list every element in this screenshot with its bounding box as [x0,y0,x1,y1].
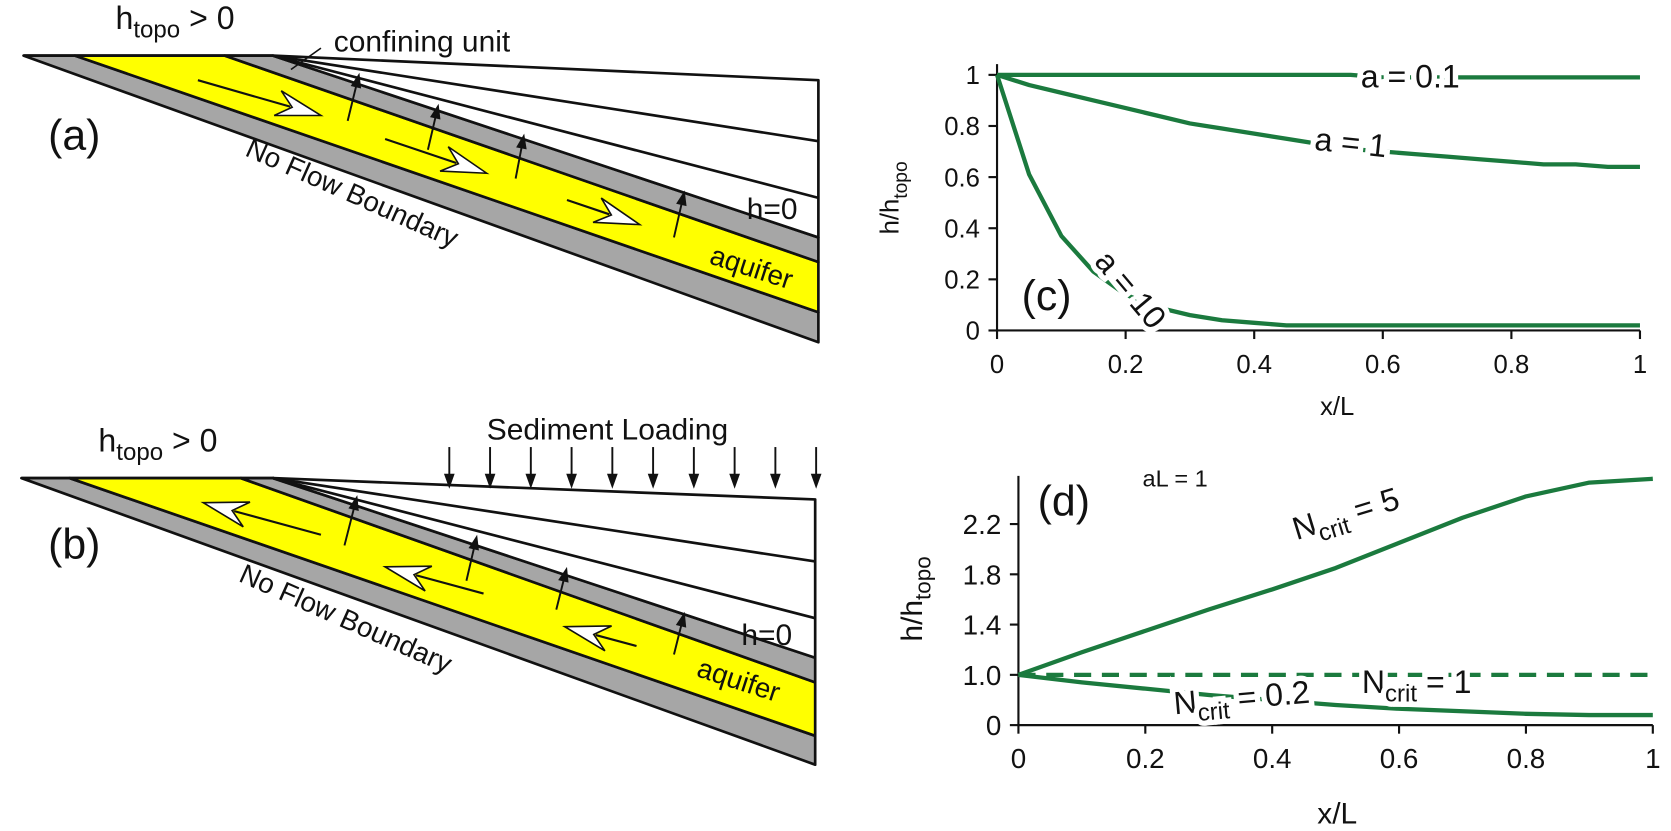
x-tick-label: 0.4 [1236,351,1272,379]
y-tick-label: 0.6 [944,164,980,192]
flow-arrow-shaft [233,510,322,536]
x-tick-label: 1 [1645,743,1660,774]
leak-arrow-head [688,473,700,489]
x-tick-label: 0.2 [1126,743,1165,774]
layer-line [272,476,816,563]
leak-arrow-head [525,473,537,489]
leak-arrow-head [675,611,687,628]
x-tick-label: 0 [1011,743,1026,774]
upper-wedge [271,54,820,239]
panel-label: (a) [48,112,100,160]
flow-arrow-shaft [566,198,610,216]
leak-arrow-shaft [346,80,359,122]
leak-arrow-head [443,473,455,489]
x-axis-label: x/L [1317,798,1357,831]
series-label: a = 10 [1088,243,1174,335]
chart: 0 1.0 1.4 1.8 2.2 0 0.2 0.4 0.6 0.8 1 x/L h/htopo Ncr… [896,466,1660,831]
flow-arrow-shaft [415,574,484,595]
flow-arrow-head [562,625,612,652]
y-tick-label: 0.4 [944,215,980,243]
upper-wedge [271,476,817,660]
leak-arrow-head [770,473,781,489]
leak-arrow-head [516,133,527,150]
head-label: h=0 [741,619,792,652]
panel-label: (c) [1022,272,1072,320]
leak-arrow-shaft [343,503,357,546]
flow-arrow-head [592,197,643,226]
chart: 0 0.2 0.4 0.6 0.8 1 0 0.2 0.4 0.6 0.8 1 x/L h/htopo a … [877,53,1648,421]
x-tick-label: 0.8 [1507,743,1546,774]
panel-label: (d) [1038,478,1090,526]
series-line [996,72,1640,170]
x-tick-label: 0.6 [1380,743,1419,774]
diagram-a: htopo > 0 confining unit (a) No Flow Bou… [22,0,820,344]
x-tick-label: 0.8 [1494,351,1530,379]
flow-arrow-head [439,146,490,175]
confining-label: confining unit [334,25,511,58]
leak-arrow-shaft [465,542,477,581]
leak-arrow-head [566,473,577,489]
surface-label: htopo > 0 [116,0,235,43]
x-tick-label: 0.2 [1108,351,1144,379]
flow-arrow-shaft [197,79,291,108]
annotation: aL = 1 [1143,466,1208,492]
leak-arrow-head [348,495,359,512]
leak-arrow-head [468,534,479,551]
series-line [1018,672,1653,718]
leak-arrow-shaft [673,198,684,238]
x-axis-label: x/L [1320,393,1354,421]
y-tick-label: 1.4 [963,610,1002,641]
surface-label: htopo > 0 [98,422,217,466]
x-tick-label: 0.6 [1365,351,1401,379]
flow-arrow-head [382,565,433,592]
leak-arrow-head [606,473,618,489]
series-label: Ncrit = 0.2 [1172,674,1312,729]
leak-arrow-head [484,473,496,489]
series-line [1017,476,1653,677]
leak-arrow-head [430,103,441,120]
series-label: a = 0.1 [1361,59,1460,95]
y-tick-label: 1 [966,62,980,90]
y-tick-label: 0 [966,318,980,346]
panel-label: (b) [48,520,100,568]
leak-arrow-head [810,473,822,489]
diagram-b: htopo > 0 Sediment Loading (b) No Flow B… [20,414,817,767]
leak-arrow-head [558,566,569,583]
series-label: Ncrit = 5 [1288,480,1406,554]
series-line [995,74,1640,328]
x-tick-label: 0.4 [1253,743,1292,774]
x-tick-label: 0 [990,351,1004,379]
leak-arrow-head [729,473,740,489]
y-tick-label: 0.8 [944,113,980,141]
head-label: h=0 [747,193,798,226]
leak-arrow-shaft [426,111,438,150]
series-label: a = 1 [1313,121,1389,164]
flow-arrow-head [200,501,251,528]
leader-line [290,47,322,71]
x-tick-label: 1 [1633,351,1647,379]
flow-arrow-shaft [384,138,457,165]
leak-arrow-head [676,190,687,207]
leak-arrow-head [350,72,362,89]
series-line [997,72,1640,80]
leak-arrow-head [647,473,659,489]
flow-arrow-head [273,90,324,117]
series-label: Ncrit = 1 [1362,664,1472,708]
y-tick-label: 0.2 [944,267,980,295]
y-tick-label: 1.0 [963,660,1002,691]
layer-line [272,54,819,143]
layer-line [272,54,819,200]
y-tick-label: 0 [986,710,1001,741]
layer-line [272,476,816,620]
loading-label: Sediment Loading [487,414,728,447]
y-tick-label: 1.8 [963,559,1002,590]
y-axis-label: h/htopo [877,161,913,234]
y-tick-label: 2.2 [963,509,1002,540]
y-axis-label: h/htopo [896,556,936,641]
flow-arrow-shaft [595,634,637,648]
